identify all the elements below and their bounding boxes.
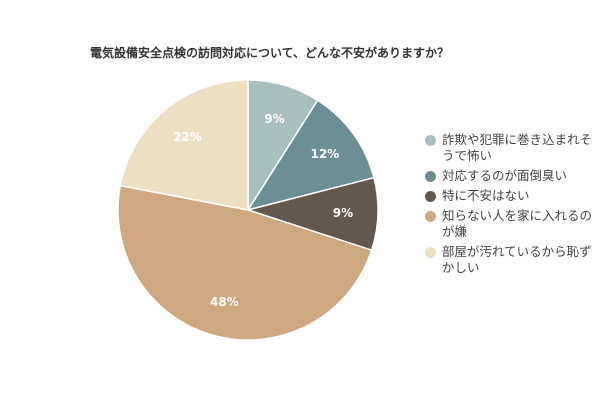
chart-title: 電気設備安全点検の訪問対応について、どんな不安がありますか？	[90, 46, 450, 60]
legend-item-3: 特に不安はない	[425, 188, 600, 204]
legend-item-1: 詐欺や犯罪に巻き込まれそうで怖い	[425, 132, 600, 164]
slice-value-label-3: 9%	[333, 206, 353, 220]
slice-value-label-5: 22%	[173, 130, 202, 144]
legend-swatch	[425, 211, 436, 222]
legend-item-2: 対応するのが面倒臭い	[425, 168, 600, 184]
legend-label: 対応するのが面倒臭い	[442, 168, 568, 183]
legend: 詐欺や犯罪に巻き込まれそうで怖い対応するのが面倒臭い 特に不安はない知らない人を家…	[425, 132, 600, 280]
pie-slice-2	[246, 99, 375, 212]
slice-value-label-4: 48%	[210, 295, 239, 309]
legend-swatch	[425, 135, 436, 146]
legend-swatch	[425, 247, 436, 258]
legend-item-5: 部屋が汚れているから恥ずかしい	[425, 244, 600, 276]
pie-slice-5	[119, 79, 249, 211]
legend-label: 知らない人を家に入れるのが嫌	[442, 208, 593, 239]
pie-slice-4	[117, 184, 373, 341]
legend-label: 特に不安はない	[442, 188, 530, 203]
legend-label: 部屋が汚れているから恥ずかしい	[442, 244, 592, 275]
legend-label: 詐欺や犯罪に巻き込まれそうで怖い	[442, 132, 593, 163]
slice-value-label-2: 12%	[310, 147, 339, 161]
legend-item-4: 知らない人を家に入れるのが嫌	[425, 208, 600, 240]
legend-swatch	[425, 171, 436, 182]
legend-swatch	[425, 191, 436, 202]
slice-value-label-1: 9%	[264, 112, 284, 126]
